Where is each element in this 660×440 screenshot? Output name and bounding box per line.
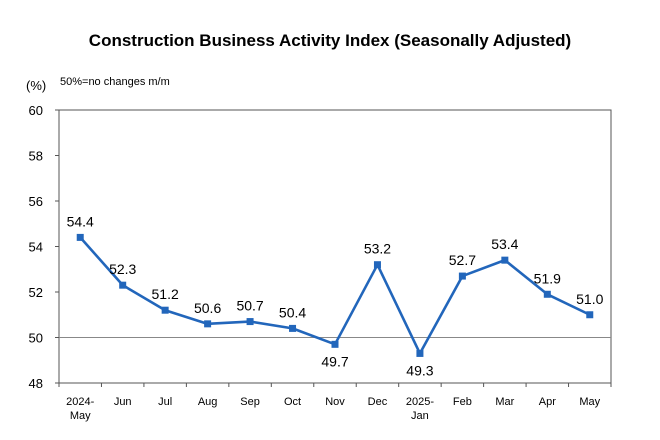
x-tick-label: Aug — [198, 396, 218, 408]
x-tick-label: Dec — [368, 396, 388, 408]
x-tick-label: Oct — [284, 396, 301, 408]
x-tick-label: Feb — [453, 396, 472, 408]
x-tick-label: Jan — [411, 410, 429, 422]
x-tick-label: May — [579, 396, 600, 408]
data-point — [331, 340, 339, 348]
data-point — [543, 290, 551, 298]
data-point — [416, 349, 424, 357]
y-tick-label: 60 — [29, 103, 43, 118]
data-label: 51.2 — [152, 286, 179, 302]
x-tick-label: 2024- — [66, 396, 94, 408]
data-label: 51.0 — [576, 291, 603, 307]
data-label: 53.4 — [491, 236, 518, 252]
x-tick-label: Jul — [158, 396, 172, 408]
data-point — [76, 233, 84, 241]
data-label: 54.4 — [67, 213, 94, 229]
data-point — [586, 311, 594, 319]
chart-note: 50%=no changes m/m — [60, 76, 170, 88]
y-tick-label: 54 — [29, 240, 43, 255]
data-label: 52.7 — [449, 252, 476, 268]
y-tick-label: 58 — [29, 149, 43, 164]
x-tick-label: Apr — [539, 396, 556, 408]
data-label: 51.9 — [534, 270, 561, 286]
data-label: 49.7 — [321, 353, 348, 369]
y-unit-label: (%) — [26, 78, 47, 93]
data-label: 50.4 — [279, 304, 306, 320]
y-tick-label: 50 — [29, 331, 43, 346]
data-point — [373, 261, 381, 269]
x-tick-label: 2025- — [406, 396, 434, 408]
y-tick-label: 56 — [29, 194, 43, 209]
data-point — [289, 324, 297, 332]
data-point — [119, 281, 127, 289]
data-point — [204, 320, 212, 328]
data-label: 49.3 — [406, 362, 433, 378]
x-tick-label: May — [70, 410, 91, 422]
data-point — [161, 306, 169, 314]
x-tick-label: Nov — [325, 396, 345, 408]
data-point — [501, 256, 509, 264]
data-point — [458, 272, 466, 280]
data-label: 50.7 — [236, 298, 263, 314]
data-label: 53.2 — [364, 241, 391, 257]
data-label: 50.6 — [194, 300, 221, 316]
y-tick-label: 52 — [29, 285, 43, 300]
data-point — [246, 318, 254, 326]
chart-title: Construction Business Activity Index (Se… — [88, 31, 572, 50]
x-tick-label: Sep — [240, 396, 260, 408]
y-tick-label: 48 — [29, 376, 43, 391]
data-label: 52.3 — [109, 261, 136, 277]
x-tick-label: Jun — [114, 396, 132, 408]
x-tick-label: Mar — [495, 396, 514, 408]
